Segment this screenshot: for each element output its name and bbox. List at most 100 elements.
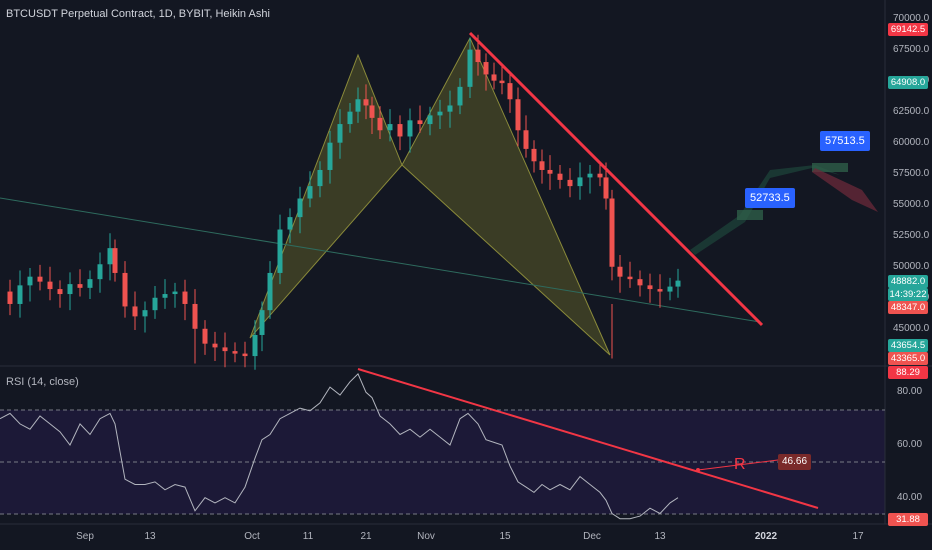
rsi-trendline[interactable] [357,368,819,509]
candle-body [491,74,497,81]
candle-body [567,179,573,187]
candle-body [657,289,663,292]
candle-body [587,173,593,178]
projection-box-1 [737,210,763,220]
candle-body [417,120,423,125]
time-tick-label: 13 [144,531,156,542]
candle-body [547,169,553,174]
candle-body [87,279,93,288]
rsi-tag-high: 88.29 [888,366,928,379]
candle-body [242,353,248,357]
candle-body [232,351,238,354]
candle-body [67,284,73,295]
candle-body [317,169,323,187]
candle-body [369,105,375,118]
target-callout-1[interactable]: 52733.5 [745,188,795,208]
price-tick-label: 55000.0 [893,198,930,210]
rsi-line[interactable] [0,373,679,520]
candle-body [327,142,333,170]
price-tick-label: 57500.0 [893,167,930,179]
candle-body [347,111,353,125]
candle-body [182,291,188,304]
price-trendline[interactable] [468,31,764,327]
rsi-tag-low: 31.88 [888,513,928,527]
r-value-tag[interactable]: 46.66 [778,454,812,470]
candle-body [627,276,633,280]
candle-body [57,289,63,295]
candle-body [577,177,583,187]
candle-body [597,173,603,178]
candle-body [617,266,623,277]
candle-body [363,99,369,106]
candle-body [27,276,33,286]
r-letter[interactable]: R [734,456,746,473]
candle-body [407,120,413,137]
price-tick-label: 62500.0 [893,105,930,117]
candle-body [132,306,138,317]
time-tick-label: 15 [499,531,511,542]
time-tick-label: Sep [76,531,94,542]
candle-body [483,62,489,75]
price-tag-red: 48347.0 [888,300,928,314]
candle-body [427,115,433,125]
candle-body [557,173,563,180]
main-pane[interactable] [0,0,885,366]
time-tick-label: 13 [654,531,666,542]
time-tick-label: 11 [302,531,314,542]
long-trend-line[interactable] [0,197,761,323]
time-tick-label: 21 [360,531,372,542]
candle-body [287,217,293,230]
candle-body [387,124,393,131]
candle-body [637,279,643,286]
price-tag-last: 48882.0 [888,274,928,288]
price-tick-label: 60000.0 [893,136,930,148]
symbol-title[interactable]: BTCUSDT Perpetual Contract, 1D, BYBIT, H… [6,8,270,20]
candle-body [609,198,615,267]
candle-body [675,280,681,287]
projection-path[interactable] [690,165,840,255]
price-tick-label: 45000.0 [893,322,930,334]
candle-body [47,281,53,290]
rsi-tick-label: 60.00 [897,439,923,450]
candle-body [212,343,218,348]
candle-body [647,285,653,290]
candle-body [267,272,273,311]
candle-body [222,347,228,352]
candle-body [142,310,148,317]
candle-body [447,105,453,112]
time-tick-label: 2022 [754,531,778,542]
rsi-title[interactable]: RSI (14, close) [6,376,79,388]
price-tag-low: 43365.0 [888,352,928,366]
projection-down-arrow[interactable] [812,168,878,212]
price-tick-label: 70000.0 [893,12,930,24]
rsi-r-line[interactable] [697,459,779,471]
candle-body [337,124,343,143]
candle-body [297,198,303,218]
price-tick-label: 50000.0 [893,260,930,272]
price-tick-label: 52500.0 [893,229,930,241]
time-tick-label: 17 [852,531,864,542]
candle-body [397,124,403,137]
pattern-triangle-right[interactable] [401,36,611,356]
candle-body [202,328,208,344]
candle-body [515,99,521,131]
candle-body [307,186,313,199]
candle-body [152,297,158,311]
rsi-r-point[interactable] [696,468,700,472]
time-tick-label: Oct [244,531,260,542]
target-callout-2[interactable]: 57513.5 [820,131,870,151]
rsi-tick-label: 80.00 [897,386,923,398]
candle-body [531,148,537,162]
time-tick-label: Dec [583,531,601,542]
time-tick-label: Nov [417,531,435,542]
candle-body [17,285,23,304]
candle-body [172,291,178,295]
candle-body [122,272,128,307]
candle-body [457,86,463,106]
candle-body [467,49,473,87]
candle-body [507,83,513,100]
candle-body [277,229,283,273]
candle-body [37,276,43,282]
